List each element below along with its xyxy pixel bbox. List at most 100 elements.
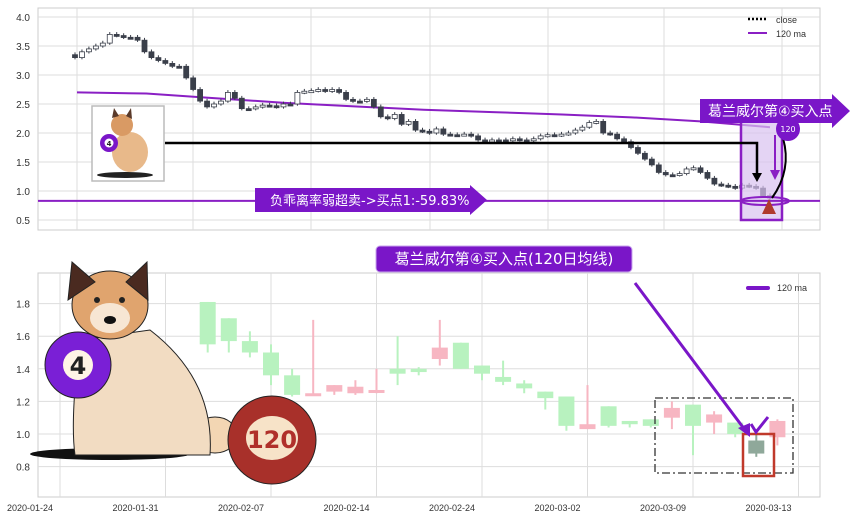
y-tick-label: 1.8 [16,300,30,311]
candle [183,63,190,80]
candle [72,52,78,60]
x-tick-label: 2020-01-31 [112,503,158,513]
candle [266,102,273,108]
bottom-y-axis: 0.8 1.0 1.2 1.4 1.6 1.8 [16,300,30,474]
arrow-head-icon [738,423,750,437]
candle [662,170,669,177]
candle [405,119,412,127]
candle [579,385,596,430]
candle [565,130,572,136]
check-icon [749,416,770,435]
bottom-title: 葛兰威尔第④买入点(120日均线) [395,250,614,268]
candle [141,37,148,54]
candle [148,49,155,60]
y-tick-label: 1.0 [16,187,30,198]
candle [106,32,113,45]
candle [252,104,259,111]
candle [558,396,575,431]
ma-badge-text: 120 [780,125,795,134]
candle [377,104,384,119]
candle [683,166,690,176]
candle [259,102,266,109]
candle [440,126,447,136]
candle [238,95,245,111]
dog-illustration: 4 120 [30,260,317,485]
y-tick-label: 1.4 [16,365,30,376]
buy-point-annotation-arrow [700,94,850,128]
x-tick-label: 2020-03-13 [745,503,791,513]
candle [725,182,732,189]
candle [621,420,638,428]
candle [218,98,224,106]
candle [322,87,329,93]
candle [263,344,279,386]
candle [389,336,406,386]
candle [301,88,308,95]
y-tick-label: 0.8 [16,463,30,474]
candle [155,55,162,63]
candle [642,419,659,428]
candle [370,97,377,109]
candle [231,90,238,100]
candle [706,411,723,434]
candle [224,90,231,103]
candle [551,132,558,138]
top-y-axis: 0.5 1.0 1.5 2.0 2.5 3.0 3.5 4.0 [16,13,30,227]
candle [697,165,704,175]
candle [363,97,370,103]
candle [127,34,134,40]
candle [433,126,440,135]
candle [280,101,287,109]
reference-line [165,141,759,175]
y-tick-label: 2.0 [16,129,30,140]
y-tick-label: 4.0 [16,13,30,24]
top-grid [38,8,820,230]
candle [676,171,683,177]
candle [593,119,600,125]
buy-point-annotation-text: 葛兰威尔第④买入点 [708,103,833,120]
y-tick-label: 0.5 [16,216,30,227]
candle [79,49,85,60]
y-tick-label: 1.6 [16,332,30,343]
x-tick-label: 2020-02-07 [218,503,264,513]
candle [544,132,551,138]
candle [474,365,490,381]
candle [273,103,280,109]
y-tick-label: 1.5 [16,158,30,169]
candle [368,368,385,394]
bottom-x-axis: 2020-01-24 2020-01-31 2020-02-07 2020-02-14… [7,503,792,513]
candle [336,87,343,95]
candle [245,106,252,112]
support-ellipse [740,196,790,206]
candle [572,127,579,135]
candle [704,170,711,180]
candle [711,175,718,186]
x-tick-label: 2020-02-24 [429,503,475,513]
candle [86,46,92,54]
candle [669,172,676,178]
ma-badge [776,117,800,141]
candle [134,34,141,42]
candle [718,181,725,187]
bottom-panel: 0.81.01.21.41.61.8 2020-01-24 2020-01-31 2… [7,245,821,513]
candle [454,132,461,138]
y-tick-label: 3.5 [16,42,30,53]
legend-ma-label: 120 ma [777,283,807,293]
candle [204,98,210,109]
ma120-line [76,91,771,129]
candle [162,58,169,66]
candle [509,136,516,143]
dog-thumbnail: 4 [91,105,165,182]
candle [690,165,697,171]
candle [305,319,322,397]
candle [384,114,391,121]
candle [558,131,565,138]
bottom-title-box [375,245,633,273]
candle [287,101,294,107]
y-tick-label: 3.0 [16,71,30,82]
candle [398,112,405,127]
candle [663,401,680,430]
candle [642,150,648,161]
candle [211,101,217,109]
